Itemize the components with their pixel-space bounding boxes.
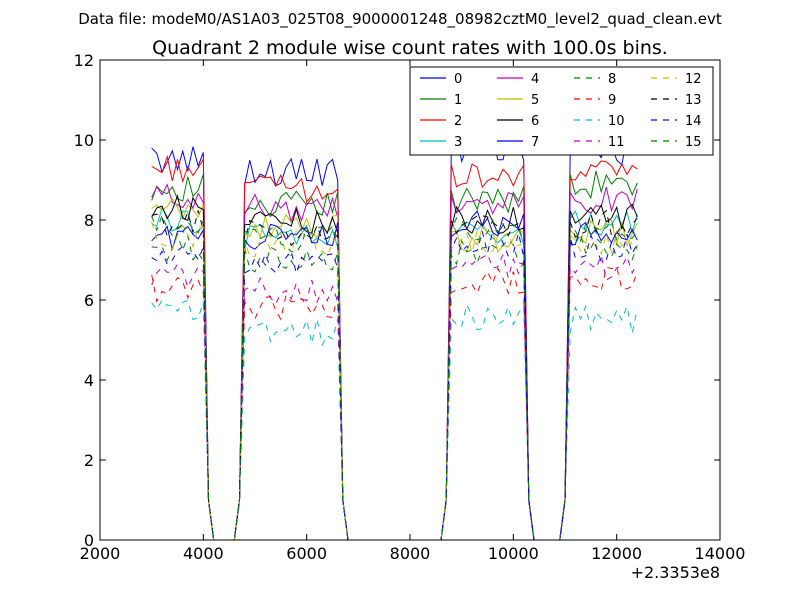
y-tick-label: 10 [74,131,94,150]
series-line-4 [151,183,638,541]
y-tick-label: 0 [84,531,94,550]
legend-label: 0 [454,72,462,87]
x-tick-label: 2000 [80,544,121,563]
legend-label: 8 [608,72,616,87]
y-tick-label: 2 [84,451,94,470]
x-offset-label: +2.3353e8 [631,563,720,582]
legend-label: 4 [531,72,539,87]
series-line-3 [151,206,638,541]
series-line-9 [151,265,638,541]
series-line-8 [151,232,638,541]
legend-label: 1 [454,93,462,108]
x-tick-label: 12000 [591,544,642,563]
legend-label: 14 [685,114,702,129]
legend-label: 6 [531,114,539,129]
series-line-2 [151,154,638,541]
series-line-6 [151,194,638,541]
x-tick-label: 14000 [695,544,746,563]
legend-box [409,66,714,156]
y-tick-label: 6 [84,291,94,310]
series-line-1 [151,170,638,541]
y-tick-label: 12 [74,51,94,70]
legend-label: 3 [454,135,462,150]
series-line-0 [151,133,638,541]
x-tick-label: 6000 [286,544,327,563]
legend-label: 9 [608,93,616,108]
series-line-15 [151,213,638,541]
chart-title: Quadrant 2 module wise count rates with … [152,37,668,59]
legend-label: 2 [454,114,462,129]
y-tick-label: 8 [84,211,94,230]
x-tick-label: 10000 [488,544,539,563]
y-tick-label: 4 [84,371,94,390]
series-line-7 [151,210,638,541]
legend-label: 11 [608,135,625,150]
legend-label: 7 [531,135,539,150]
series-layer [151,133,638,541]
legend-label: 12 [685,72,702,87]
x-tick-label: 4000 [183,544,224,563]
legend-label: 10 [608,114,625,129]
series-line-12 [151,221,638,541]
series-line-13 [151,209,638,541]
series-line-14 [151,230,638,541]
legend-label: 5 [531,93,539,108]
legend-label: 13 [685,93,702,108]
series-line-11 [151,252,638,541]
series-line-5 [151,197,638,541]
figure-suptitle: Data file: modeM0/AS1A03_025T08_90000012… [78,10,722,29]
x-tick-label: 8000 [390,544,431,563]
legend-label: 15 [685,135,702,150]
